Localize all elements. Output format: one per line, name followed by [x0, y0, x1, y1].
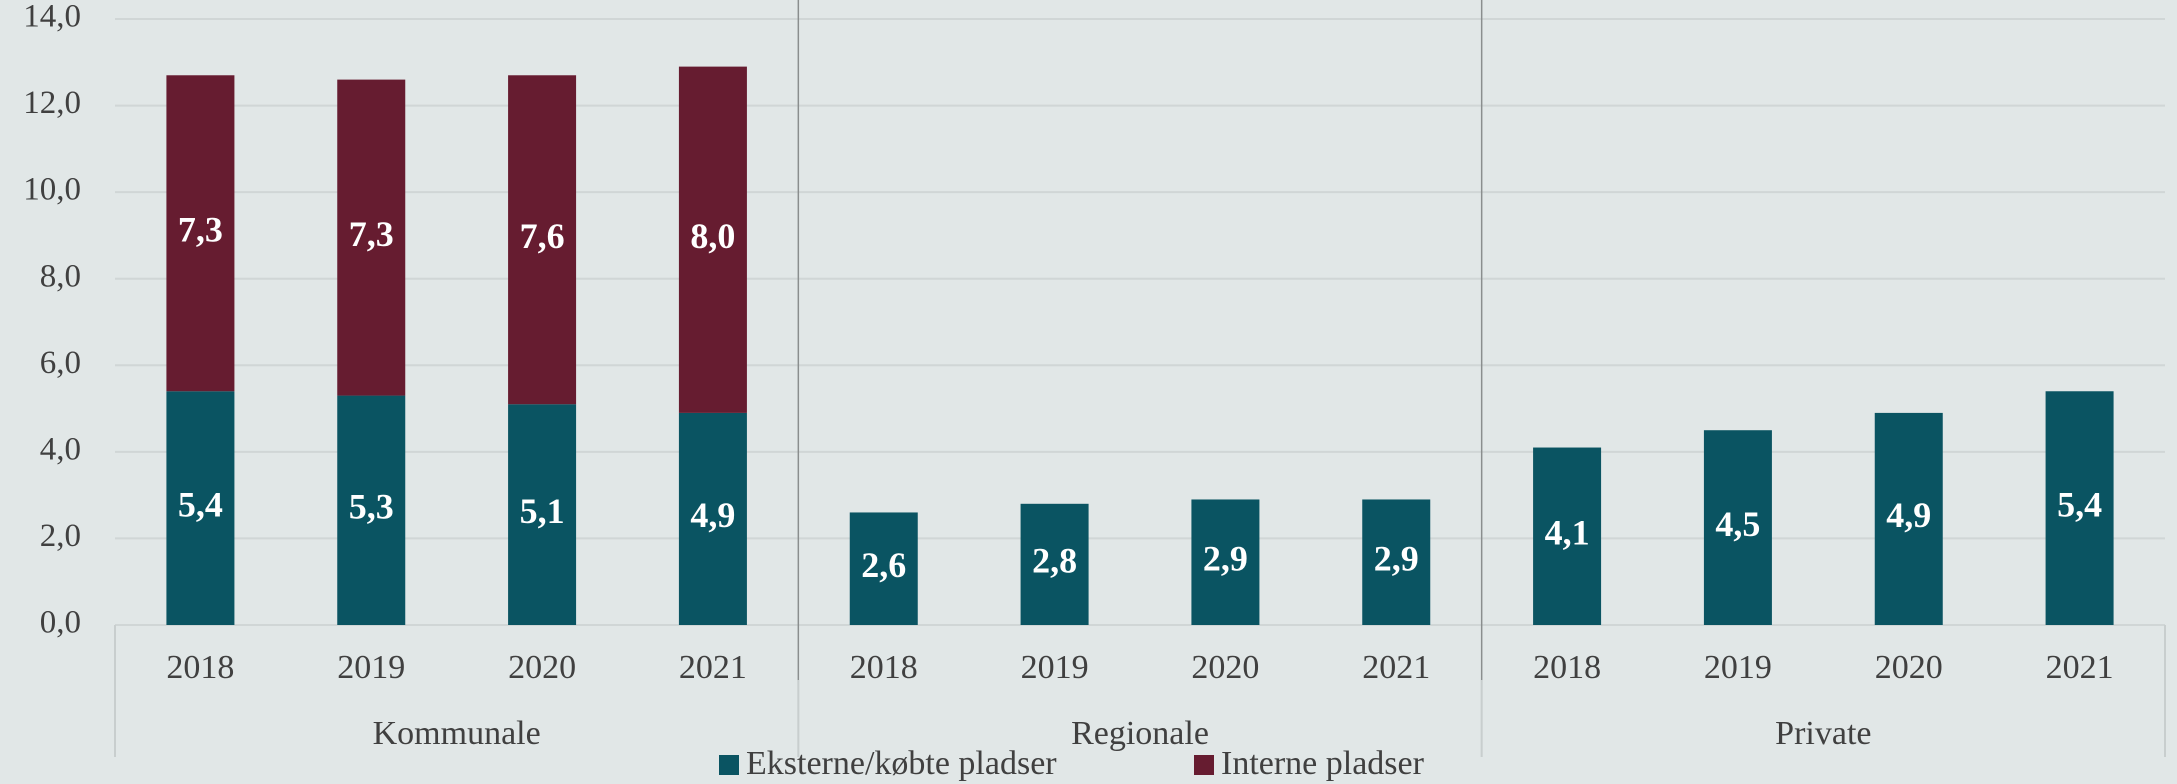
bar-segment — [508, 404, 577, 625]
y-tick-label: 12,0 — [23, 85, 81, 121]
x-tick-label: 2019 — [1704, 649, 1772, 686]
legend-swatch — [1194, 755, 1214, 775]
value-label: 5,4 — [2057, 484, 2102, 524]
value-label: 2,9 — [1374, 539, 1419, 579]
legend-swatch — [719, 755, 739, 775]
x-tick-label: 2019 — [1021, 649, 1089, 686]
x-tick-label: 2019 — [337, 649, 405, 686]
value-label: 8,0 — [690, 216, 735, 256]
x-tick-label: 2020 — [1875, 649, 1943, 686]
value-label: 2,6 — [861, 545, 906, 585]
bar-segment — [166, 75, 235, 392]
x-tick-label: 2018 — [1533, 649, 1601, 686]
legend-label: Eksterne/købte pladser — [746, 745, 1057, 782]
y-tick-label: 0,0 — [40, 605, 81, 641]
value-label: 4,1 — [1545, 513, 1590, 553]
value-label: 4,9 — [690, 495, 735, 535]
value-label: 4,5 — [1715, 504, 1760, 544]
bar-segment — [2045, 391, 2114, 625]
group-label: Regionale — [1071, 715, 1209, 752]
x-tick-label: 2018 — [850, 649, 918, 686]
value-label: 4,9 — [1886, 495, 1931, 535]
y-tick-label: 8,0 — [40, 258, 81, 294]
bar-segment — [849, 512, 918, 625]
x-tick-label: 2021 — [1362, 649, 1430, 686]
value-label: 5,4 — [178, 484, 223, 524]
group-label: Private — [1775, 715, 1871, 752]
bar-segment — [337, 79, 406, 396]
bar-segment — [166, 391, 235, 625]
y-tick-label: 2,0 — [40, 518, 81, 554]
value-label: 7,3 — [349, 214, 394, 254]
value-label: 2,8 — [1032, 541, 1077, 581]
bar-segment — [678, 412, 747, 625]
x-tick-label: 2020 — [508, 649, 576, 686]
x-tick-label: 2018 — [166, 649, 234, 686]
value-label: 5,1 — [520, 491, 565, 531]
bar-segment — [1362, 499, 1431, 625]
bar-segment — [1874, 412, 1943, 625]
bar-segment — [1191, 499, 1260, 625]
y-tick-label: 10,0 — [23, 172, 81, 208]
y-tick-label: 4,0 — [40, 431, 81, 467]
bar-segment — [1020, 503, 1089, 625]
bar-segment — [678, 66, 747, 413]
value-label: 7,6 — [520, 216, 565, 256]
value-label: 7,3 — [178, 210, 223, 250]
x-tick-label: 2021 — [2046, 649, 2114, 686]
x-tick-label: 2021 — [679, 649, 747, 686]
x-tick-label: 2020 — [1191, 649, 1259, 686]
bar-segment — [1533, 447, 1602, 625]
value-label: 5,3 — [349, 487, 394, 527]
value-label: 2,9 — [1203, 539, 1248, 579]
y-tick-label: 6,0 — [40, 345, 81, 381]
bar-segment — [508, 75, 577, 405]
bar-segment — [337, 395, 406, 625]
legend-label: Interne pladser — [1221, 745, 1425, 782]
group-label: Kommunale — [373, 715, 541, 752]
y-tick-label: 14,0 — [23, 0, 81, 35]
bar-segment — [1703, 430, 1772, 625]
